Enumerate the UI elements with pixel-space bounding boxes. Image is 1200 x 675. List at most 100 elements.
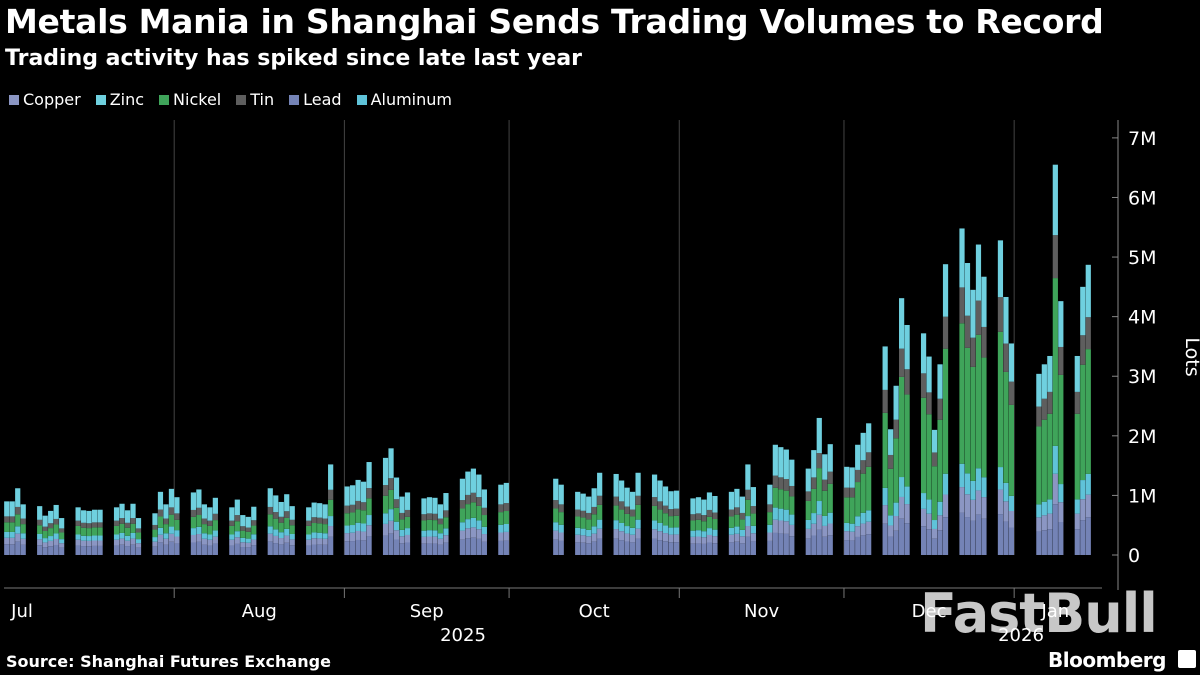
bar-segment-aluminum — [1074, 499, 1080, 514]
bar-segment-copper — [893, 516, 899, 531]
bar-segment-aluminum — [344, 525, 350, 534]
bar-segment-tin — [734, 507, 740, 515]
bar-segment-aluminum — [597, 519, 603, 529]
bar-segment-lead — [328, 536, 334, 555]
bar-segment-copper — [959, 487, 965, 513]
bar-segment-lead — [860, 535, 866, 555]
bar-segment-aluminum — [393, 521, 400, 531]
bar-segment-copper — [404, 534, 411, 543]
bar-segment-copper — [168, 533, 175, 542]
bar-segment-aluminum — [382, 513, 389, 524]
bar-segment-nickel — [580, 517, 586, 529]
bar-segment-aluminum — [613, 520, 619, 530]
bar-segment-zinc — [1041, 364, 1047, 399]
legend-label-nickel: Nickel — [173, 90, 222, 109]
bar-segment-tin — [388, 478, 394, 490]
bar-segment-zinc — [306, 507, 312, 521]
bar-segment-copper — [597, 528, 603, 539]
bar-segment-copper — [712, 536, 718, 544]
bar-segment-copper — [388, 520, 394, 534]
bar-segment-copper — [591, 533, 597, 542]
bar-segment-tin — [130, 518, 136, 524]
bar-segment-nickel — [893, 438, 899, 503]
bar-segment-tin — [4, 516, 10, 523]
bar-segment-nickel — [465, 504, 471, 520]
bar-segment-lead — [931, 538, 938, 555]
bar-segment-lead — [75, 545, 81, 555]
bar-segment-aluminum — [130, 532, 136, 539]
bar-segment-lead — [558, 540, 564, 555]
bar-segment-tin — [597, 495, 603, 505]
bar-segment-aluminum — [240, 537, 246, 543]
bar-segment-copper — [728, 534, 735, 543]
y-tick-label: 2M — [1128, 426, 1156, 448]
bar-segment-tin — [212, 513, 218, 521]
bar-segment-aluminum — [289, 533, 295, 540]
bar-segment-tin — [119, 518, 125, 524]
bar-segment-nickel — [15, 514, 21, 527]
bar-segment-aluminum — [470, 517, 476, 528]
bar-segment-lead — [157, 542, 164, 555]
bar-segment-aluminum — [882, 487, 888, 506]
bar-segment-aluminum — [811, 513, 817, 524]
bar-segment-lead — [476, 538, 482, 555]
bar-segment-tin — [503, 503, 509, 512]
bloomberg-logo: Bloomberg — [1048, 648, 1166, 672]
bar-segment-nickel — [426, 519, 433, 531]
bar-segment-tin — [778, 477, 784, 490]
bar-segment-nickel — [81, 527, 87, 536]
bar-segment-tin — [997, 297, 1004, 332]
bar-segment-nickel — [783, 490, 789, 510]
bar-segment-lead — [619, 540, 625, 555]
bar-segment-aluminum — [942, 473, 949, 495]
bar-segment-tin — [657, 501, 663, 510]
chart-legend: Copper Zinc Nickel Tin Lead Aluminum — [9, 90, 452, 109]
bar-segment-tin — [893, 419, 899, 439]
bar-segment-copper — [470, 527, 476, 538]
bar-segment-nickel — [86, 528, 92, 537]
bar-segment-aluminum — [404, 528, 411, 535]
bar-segment-tin — [382, 485, 389, 496]
bar-segment-aluminum — [86, 536, 92, 541]
bar-segment-aluminum — [278, 532, 284, 539]
bar-segment-nickel — [432, 520, 438, 531]
bar-segment-copper — [888, 525, 894, 537]
bar-segment-zinc — [893, 385, 899, 420]
bar-segment-aluminum — [778, 508, 784, 521]
bar-segment-aluminum — [690, 530, 696, 537]
bar-segment-zinc — [366, 462, 372, 489]
bar-segment-aluminum — [1080, 480, 1086, 500]
bar-segment-nickel — [1003, 371, 1009, 483]
bar-segment-zinc — [174, 497, 180, 514]
bar-segment-lead — [920, 526, 927, 555]
bar-segment-tin — [360, 502, 367, 511]
bar-segment-tin — [591, 506, 597, 515]
bar-segment-tin — [586, 512, 592, 520]
bar-segment-tin — [404, 509, 411, 517]
bar-segment-lead — [712, 543, 718, 555]
bar-segment-zinc — [586, 496, 592, 513]
bar-segment-zinc — [937, 364, 943, 399]
bar-segment-zinc — [926, 356, 932, 393]
bar-segment-nickel — [734, 514, 740, 527]
bar-segment-zinc — [437, 504, 444, 519]
bar-segment-nickel — [404, 516, 411, 529]
bar-segment-copper — [805, 528, 811, 539]
bar-segment-copper — [393, 530, 400, 540]
bar-segment-tin — [437, 518, 444, 525]
bar-segment-zinc — [86, 510, 92, 524]
bar-segment-zinc — [498, 484, 504, 505]
bar-segment-zinc — [624, 487, 630, 507]
bar-segment-lead — [778, 533, 784, 555]
bar-segment-aluminum — [822, 515, 828, 526]
bar-segment-tin — [1052, 235, 1058, 279]
bar-segment-lead — [591, 541, 597, 555]
bar-segment-lead — [849, 540, 855, 555]
bar-segment-nickel — [1074, 413, 1080, 500]
bar-segment-lead — [866, 534, 872, 555]
bar-segment-tin — [42, 526, 48, 532]
bar-segment-nickel — [168, 514, 175, 527]
bar-segment-lead — [937, 530, 943, 555]
bar-segment-lead — [393, 539, 400, 555]
bar-segment-lead — [119, 544, 125, 555]
